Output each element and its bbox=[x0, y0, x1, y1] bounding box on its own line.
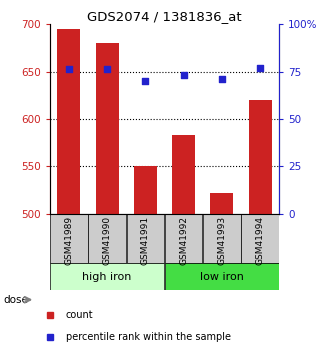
Bar bbox=[172, 135, 195, 214]
Point bbox=[66, 66, 72, 71]
Bar bbox=[249, 100, 272, 214]
Text: high iron: high iron bbox=[82, 272, 132, 282]
Point bbox=[181, 72, 186, 78]
Bar bbox=[127, 214, 164, 263]
Text: GSM41992: GSM41992 bbox=[179, 216, 188, 265]
Text: percentile rank within the sample: percentile rank within the sample bbox=[66, 332, 231, 342]
Bar bbox=[88, 214, 126, 263]
Bar bbox=[96, 43, 118, 214]
Text: count: count bbox=[66, 310, 93, 319]
Point bbox=[143, 78, 148, 84]
Bar bbox=[203, 214, 241, 263]
Title: GDS2074 / 1381836_at: GDS2074 / 1381836_at bbox=[87, 10, 242, 23]
Bar bbox=[165, 263, 279, 290]
Point bbox=[105, 66, 110, 71]
Text: GSM41989: GSM41989 bbox=[65, 216, 74, 265]
Bar bbox=[57, 29, 80, 214]
Text: GSM41990: GSM41990 bbox=[103, 216, 112, 265]
Point bbox=[257, 65, 263, 70]
Text: dose: dose bbox=[3, 295, 28, 305]
Bar bbox=[165, 214, 202, 263]
Text: GSM41994: GSM41994 bbox=[256, 216, 265, 265]
Bar bbox=[50, 263, 164, 290]
Bar bbox=[241, 214, 279, 263]
Text: GSM41993: GSM41993 bbox=[217, 216, 226, 265]
Text: GSM41991: GSM41991 bbox=[141, 216, 150, 265]
Point bbox=[219, 77, 224, 82]
Bar bbox=[50, 214, 88, 263]
Text: low iron: low iron bbox=[200, 272, 244, 282]
Bar bbox=[211, 193, 233, 214]
Bar bbox=[134, 166, 157, 214]
